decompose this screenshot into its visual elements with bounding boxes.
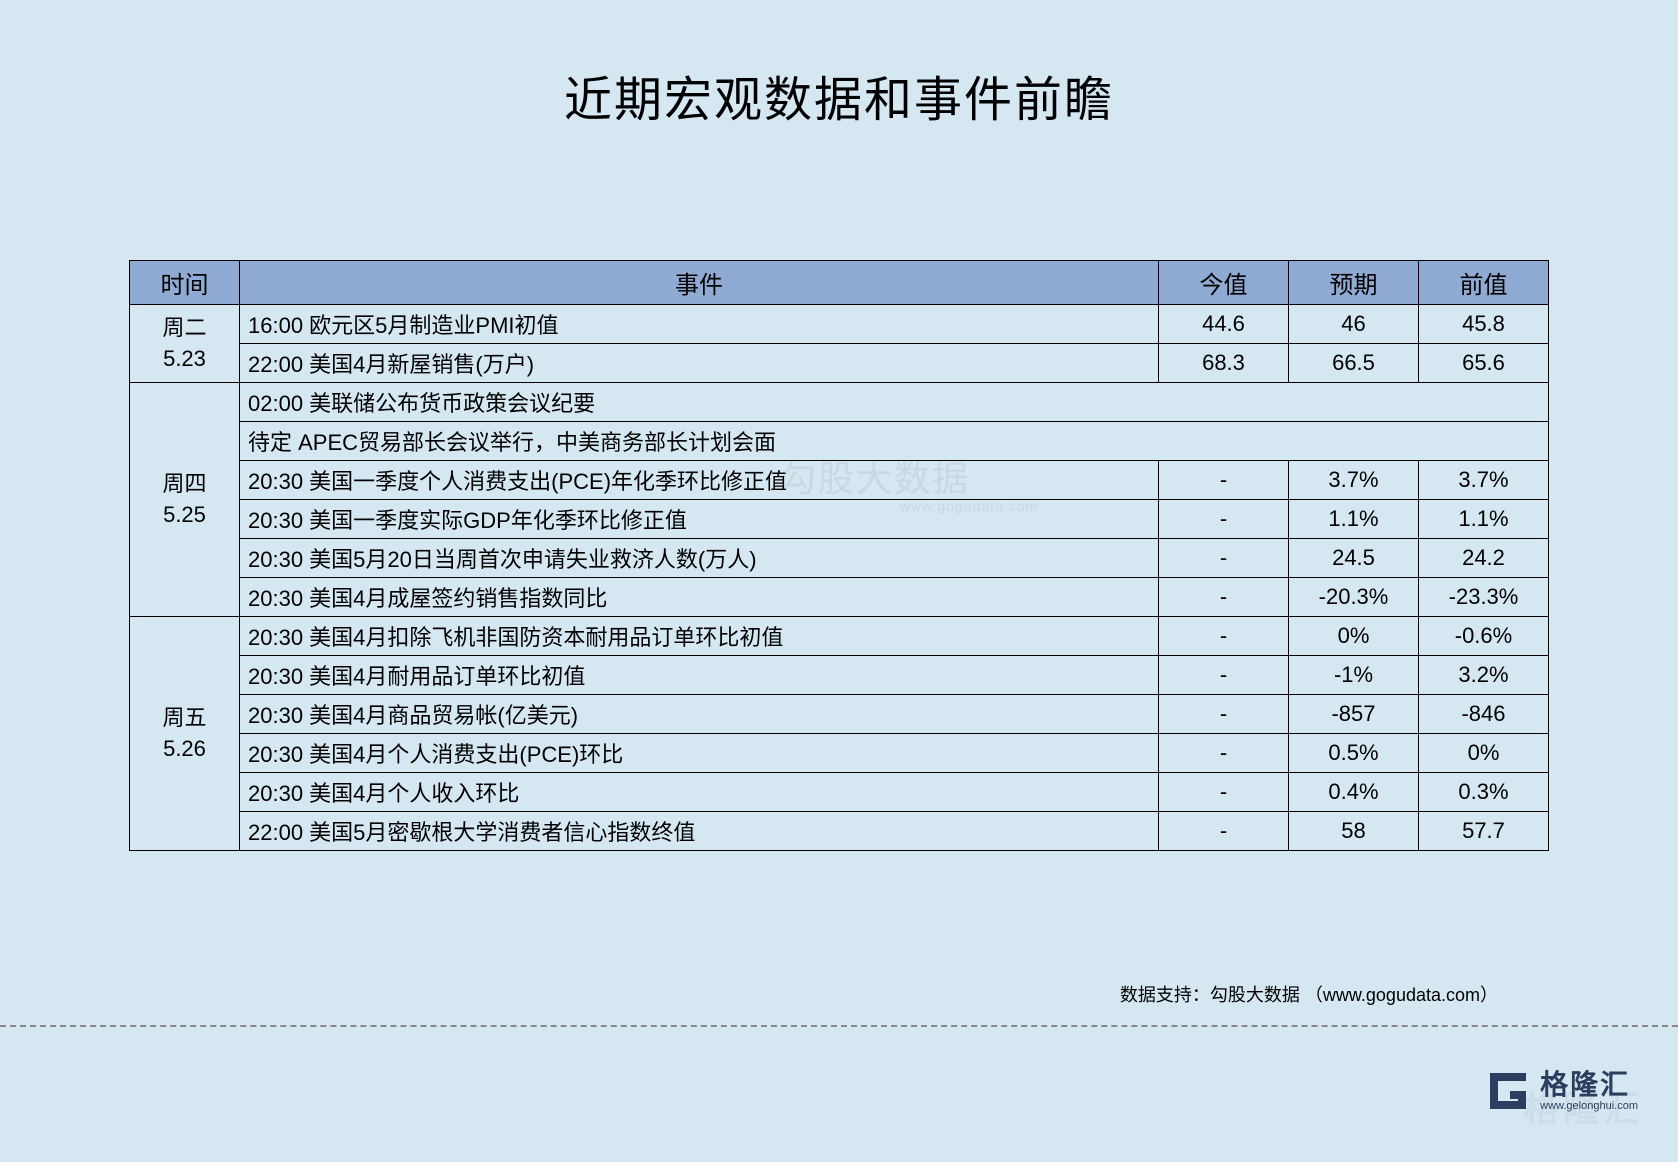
value-cell-today: - — [1159, 734, 1289, 773]
value-cell-prev: 24.2 — [1419, 539, 1549, 578]
value-cell-prev: 3.2% — [1419, 656, 1549, 695]
table-row: 20:30 美国一季度个人消费支出(PCE)年化季环比修正值-3.7%3.7% — [130, 461, 1549, 500]
col-expect: 预期 — [1289, 261, 1419, 305]
value-cell-expect: -857 — [1289, 695, 1419, 734]
event-cell: 20:30 美国一季度个人消费支出(PCE)年化季环比修正值 — [240, 461, 1159, 500]
value-cell-expect: 66.5 — [1289, 344, 1419, 383]
event-cell-fullspan: 02:00 美联储公布货币政策会议纪要 — [240, 383, 1549, 422]
value-cell-expect: -20.3% — [1289, 578, 1419, 617]
value-cell-expect: 24.5 — [1289, 539, 1419, 578]
value-cell-today: 44.6 — [1159, 305, 1289, 344]
time-cell: 周二5.23 — [130, 305, 240, 383]
col-today: 今值 — [1159, 261, 1289, 305]
table-row: 周二5.2316:00 欧元区5月制造业PMI初值44.64645.8 — [130, 305, 1549, 344]
event-cell: 16:00 欧元区5月制造业PMI初值 — [240, 305, 1159, 344]
value-cell-expect: 58 — [1289, 812, 1419, 851]
table-row: 20:30 美国4月耐用品订单环比初值--1%3.2% — [130, 656, 1549, 695]
value-cell-prev: -23.3% — [1419, 578, 1549, 617]
value-cell-today: 68.3 — [1159, 344, 1289, 383]
table-row: 20:30 美国一季度实际GDP年化季环比修正值-1.1%1.1% — [130, 500, 1549, 539]
value-cell-expect: 46 — [1289, 305, 1419, 344]
logo-icon — [1482, 1065, 1534, 1117]
table-row: 22:00 美国5月密歇根大学消费者信心指数终值-5857.7 — [130, 812, 1549, 851]
brand-logo: 格隆汇 www.gelonghui.com — [1482, 1065, 1638, 1117]
value-cell-today: - — [1159, 539, 1289, 578]
value-cell-expect: 0.5% — [1289, 734, 1419, 773]
logo-url: www.gelonghui.com — [1540, 1101, 1638, 1112]
table-row: 周五5.2620:30 美国4月扣除飞机非国防资本耐用品订单环比初值-0%-0.… — [130, 617, 1549, 656]
table-row: 20:30 美国4月成屋签约销售指数同比--20.3%-23.3% — [130, 578, 1549, 617]
event-cell: 20:30 美国4月商品贸易帐(亿美元) — [240, 695, 1159, 734]
table-row: 20:30 美国4月个人消费支出(PCE)环比-0.5%0% — [130, 734, 1549, 773]
value-cell-today: - — [1159, 812, 1289, 851]
value-cell-prev: -846 — [1419, 695, 1549, 734]
event-cell: 20:30 美国4月个人收入环比 — [240, 773, 1159, 812]
event-cell: 20:30 美国5月20日当周首次申请失业救济人数(万人) — [240, 539, 1159, 578]
event-cell: 20:30 美国4月扣除飞机非国防资本耐用品订单环比初值 — [240, 617, 1159, 656]
logo-text: 格隆汇 www.gelonghui.com — [1540, 1071, 1638, 1112]
time-cell: 周五5.26 — [130, 617, 240, 851]
footer-divider — [0, 1025, 1678, 1027]
table-row: 待定 APEC贸易部长会议举行，中美商务部长计划会面 — [130, 422, 1549, 461]
value-cell-prev: 45.8 — [1419, 305, 1549, 344]
col-time: 时间 — [130, 261, 240, 305]
col-prev: 前值 — [1419, 261, 1549, 305]
footer-credit: 数据支持：勾股大数据 （www.gogudata.com） — [1120, 981, 1498, 1007]
value-cell-prev: 1.1% — [1419, 500, 1549, 539]
col-event: 事件 — [240, 261, 1159, 305]
value-cell-today: - — [1159, 578, 1289, 617]
page-title: 近期宏观数据和事件前瞻 — [0, 0, 1678, 130]
table-header-row: 时间 事件 今值 预期 前值 — [130, 261, 1549, 305]
table-row: 22:00 美国4月新屋销售(万户)68.366.565.6 — [130, 344, 1549, 383]
time-cell: 周四5.25 — [130, 383, 240, 617]
value-cell-today: - — [1159, 773, 1289, 812]
value-cell-today: - — [1159, 617, 1289, 656]
logo-cn: 格隆汇 — [1540, 1071, 1638, 1099]
event-cell: 20:30 美国4月成屋签约销售指数同比 — [240, 578, 1159, 617]
value-cell-today: - — [1159, 695, 1289, 734]
value-cell-expect: 0.4% — [1289, 773, 1419, 812]
value-cell-prev: 65.6 — [1419, 344, 1549, 383]
event-cell: 22:00 美国4月新屋销售(万户) — [240, 344, 1159, 383]
table-row: 20:30 美国4月个人收入环比-0.4%0.3% — [130, 773, 1549, 812]
event-cell: 20:30 美国4月耐用品订单环比初值 — [240, 656, 1159, 695]
value-cell-prev: 3.7% — [1419, 461, 1549, 500]
value-cell-prev: -0.6% — [1419, 617, 1549, 656]
value-cell-prev: 0% — [1419, 734, 1549, 773]
value-cell-expect: -1% — [1289, 656, 1419, 695]
value-cell-prev: 57.7 — [1419, 812, 1549, 851]
table-row: 20:30 美国5月20日当周首次申请失业救济人数(万人)-24.524.2 — [130, 539, 1549, 578]
value-cell-expect: 0% — [1289, 617, 1419, 656]
value-cell-expect: 3.7% — [1289, 461, 1419, 500]
event-cell: 20:30 美国4月个人消费支出(PCE)环比 — [240, 734, 1159, 773]
value-cell-today: - — [1159, 500, 1289, 539]
value-cell-prev: 0.3% — [1419, 773, 1549, 812]
table-row: 周四5.2502:00 美联储公布货币政策会议纪要 — [130, 383, 1549, 422]
value-cell-today: - — [1159, 656, 1289, 695]
event-cell: 20:30 美国一季度实际GDP年化季环比修正值 — [240, 500, 1159, 539]
event-cell-fullspan: 待定 APEC贸易部长会议举行，中美商务部长计划会面 — [240, 422, 1549, 461]
value-cell-expect: 1.1% — [1289, 500, 1419, 539]
macro-table: 时间 事件 今值 预期 前值 周二5.2316:00 欧元区5月制造业PMI初值… — [129, 260, 1549, 851]
macro-table-wrap: 时间 事件 今值 预期 前值 周二5.2316:00 欧元区5月制造业PMI初值… — [129, 260, 1549, 851]
value-cell-today: - — [1159, 461, 1289, 500]
table-row: 20:30 美国4月商品贸易帐(亿美元)--857-846 — [130, 695, 1549, 734]
event-cell: 22:00 美国5月密歇根大学消费者信心指数终值 — [240, 812, 1159, 851]
